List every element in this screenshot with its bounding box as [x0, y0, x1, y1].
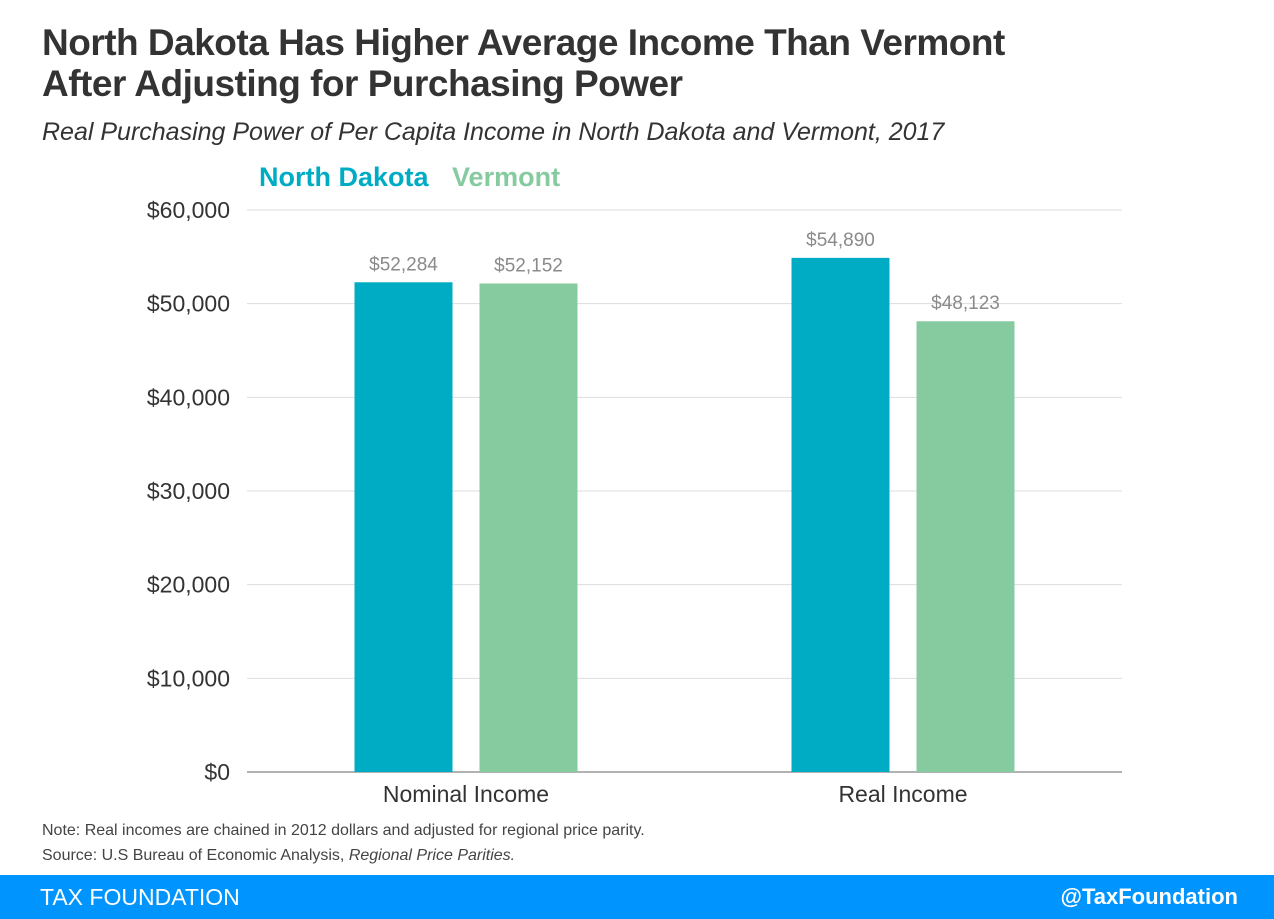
bar-north-dakota: [791, 257, 890, 773]
footer-brand: TAX FOUNDATION: [40, 884, 240, 910]
y-tick-label: $10,000: [147, 665, 230, 691]
chart-title: North Dakota Has Higher Average Income T…: [42, 22, 1242, 104]
bar-vermont: [479, 283, 578, 772]
y-tick-label: $0: [204, 759, 230, 785]
bar-vermont: [916, 321, 1015, 772]
data-label: $48,123: [931, 293, 1000, 314]
footer-bar: TAX FOUNDATION @TaxFoundation: [0, 875, 1274, 919]
bar-chart: $0 $10,000 $20,000 $30,000 $40,000 $50,000 $60…: [147, 197, 1122, 807]
footer-handle[interactable]: @TaxFoundation: [1060, 884, 1238, 909]
data-label: $52,152: [494, 256, 563, 277]
legend-item-vermont: Vermont: [452, 162, 561, 192]
legend-item-north-dakota: North Dakota: [259, 162, 429, 192]
source-title: Regional Price Parities.: [348, 847, 516, 864]
data-label: $54,890: [806, 230, 875, 251]
title-line-1: North Dakota Has Higher Average Income T…: [42, 22, 1005, 63]
chart-subtitle: Real Purchasing Power of Per Capita Inco…: [42, 118, 945, 146]
y-tick-label: $30,000: [147, 478, 230, 504]
y-tick-label: $40,000: [147, 384, 230, 410]
bar-north-dakota: [354, 282, 453, 772]
y-tick-label: $20,000: [147, 572, 230, 598]
source-text: Source: U.S Bureau of Economic Analysis,…: [42, 847, 1242, 865]
source-prefix: Source: U.S Bureau of Economic Analysis,: [42, 847, 349, 864]
note-text: Note: Real incomes are chained in 2012 d…: [42, 822, 645, 839]
x-tick-label: Real Income: [838, 781, 967, 807]
y-tick-label: $50,000: [147, 291, 230, 317]
x-tick-label: Nominal Income: [383, 781, 549, 807]
y-tick-label: $60,000: [147, 197, 230, 223]
data-label: $52,284: [369, 254, 438, 275]
title-line-2: After Adjusting for Purchasing Power: [42, 63, 683, 104]
legend: North Dakota Vermont: [259, 162, 576, 193]
